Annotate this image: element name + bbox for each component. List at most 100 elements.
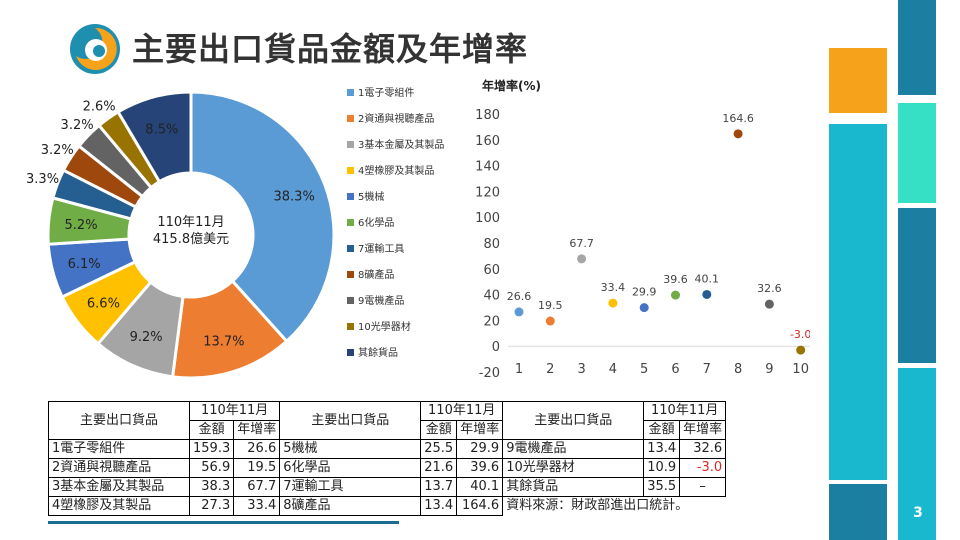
table-header-item-2: 主要出口貨品 xyxy=(279,401,422,440)
table-header-period-1: 110年11月 xyxy=(188,401,281,421)
scatter-y-tick: 180 xyxy=(475,108,500,123)
donut-value-label-3: 9.2% xyxy=(130,330,163,345)
deco-bar-teal-bottom xyxy=(829,484,887,540)
table-cell-name: 9電機產品 xyxy=(502,439,645,459)
donut-slice-1 xyxy=(189,90,336,344)
legend-label-9: 9電機產品 xyxy=(358,294,404,307)
legend-swatch-1 xyxy=(347,89,354,96)
donut-value-label-5: 6.1% xyxy=(68,257,101,272)
scatter-x-tick: 5 xyxy=(640,362,648,377)
donut-value-label-11: 8.5% xyxy=(145,122,178,137)
table-row: 1電子零組件 159.3 26.6 5機械 25.5 29.9 9電機產品 13… xyxy=(48,439,727,459)
deco-bar-cyan xyxy=(829,124,887,480)
legend-label-5: 5機械 xyxy=(358,190,384,203)
scatter-y-axis-label: 年增率(%) xyxy=(482,78,541,93)
table-cell-amount: 27.3 xyxy=(188,496,235,516)
scatter-point-6 xyxy=(671,290,680,300)
table-cell-amount: 21.6 xyxy=(420,458,458,478)
legend-swatch-2 xyxy=(347,115,354,122)
legend-swatch-10 xyxy=(347,323,354,330)
donut-value-label-7: 3.3% xyxy=(26,172,59,187)
table-header-amount-3: 金額 xyxy=(643,420,681,440)
donut-value-label-6: 5.2% xyxy=(65,218,98,233)
scatter-x-tick: 2 xyxy=(546,362,554,377)
logo-icon xyxy=(70,24,120,74)
legend-swatch-8 xyxy=(347,271,354,278)
scatter-y-tick: 20 xyxy=(483,314,500,329)
legend-label-2: 2資通與視聽產品 xyxy=(358,112,434,125)
table-cell-growth: 67.7 xyxy=(233,477,281,497)
table-cell-amount: 13.4 xyxy=(420,496,458,516)
scatter-x-tick: 6 xyxy=(671,362,679,377)
scatter-y-tick: 140 xyxy=(475,160,500,175)
scatter-point-label-5: 29.9 xyxy=(632,286,657,299)
table-cell-growth: 26.6 xyxy=(233,439,281,459)
table-header-amount-2: 金額 xyxy=(420,420,458,440)
table-cell-growth: – xyxy=(679,477,727,497)
scatter-point-8 xyxy=(733,129,743,139)
scatter-y-tick: 120 xyxy=(475,185,500,200)
table-header-item-1: 主要出口貨品 xyxy=(48,401,190,440)
donut-value-label-8: 3.2% xyxy=(41,143,74,158)
table-cell-amount: 25.5 xyxy=(420,439,458,459)
table-source-note: 資料來源：財政部進出口統計。 xyxy=(502,496,726,516)
table-cell-name: 2資通與視聽產品 xyxy=(48,458,190,478)
table-cell-growth: 32.6 xyxy=(679,439,727,459)
table-header-period-3: 110年11月 xyxy=(643,401,727,421)
scatter-point-3 xyxy=(577,254,587,264)
deco-bar-cyan-low xyxy=(898,368,936,540)
donut-value-label-4: 6.6% xyxy=(87,296,120,311)
donut-chart: 38.3% 13.7% 9.2% 6.6% 6.1% 5.2% 3.3% 3.2% 3.2% 2.… xyxy=(26,86,444,380)
donut-center-label-total: 415.8億美元 xyxy=(153,231,229,247)
table-cell-amount: 159.3 xyxy=(188,439,235,459)
scatter-y-tick: 60 xyxy=(483,263,500,278)
scatter-point-label-9: 32.6 xyxy=(757,282,782,295)
table-cell-growth: 40.1 xyxy=(456,477,504,497)
legend-swatch-11 xyxy=(347,349,354,356)
table-cell-growth-negative: -3.0 xyxy=(679,458,727,478)
table-cell-name: 5機械 xyxy=(279,439,422,459)
table-cell-amount: 38.3 xyxy=(188,477,235,497)
legend-label-4: 4塑橡膠及其製品 xyxy=(358,164,434,177)
scatter-x-tick: 7 xyxy=(703,362,711,377)
scatter-point-5 xyxy=(639,303,649,313)
table-cell-amount: 35.5 xyxy=(643,477,681,497)
scatter-y-tick: 40 xyxy=(483,289,500,304)
table-header-growth-3: 年增率 xyxy=(679,420,727,440)
table-cell-name: 1電子零組件 xyxy=(48,439,190,459)
scatter-point-1 xyxy=(514,307,524,317)
scatter-y-tick: 100 xyxy=(475,211,500,226)
legend-swatch-5 xyxy=(347,193,354,200)
donut-slice-11 xyxy=(116,90,193,184)
scatter-point-label-3: 67.7 xyxy=(569,237,594,250)
scatter-point-label-1: 26.6 xyxy=(507,290,532,303)
scatter-point-4 xyxy=(608,298,618,308)
table-cell-amount: 10.9 xyxy=(643,458,681,478)
table-cell-name: 其餘貨品 xyxy=(502,477,645,497)
table-cell-amount: 13.7 xyxy=(420,477,458,497)
donut-center-label-period: 110年11月 xyxy=(157,215,224,230)
scatter-x-tick: 4 xyxy=(609,362,617,377)
table-cell-growth: 39.6 xyxy=(456,458,504,478)
deco-bar-mint xyxy=(898,103,936,203)
legend-swatch-7 xyxy=(347,245,354,252)
table-cell-name: 8礦產品 xyxy=(279,496,422,516)
legend-label-6: 6化學品 xyxy=(358,216,394,229)
growth-scatter-chart: 年增率(%) -20 0 20 40 60 80 100 120 140 160 180 1 2 3 4 5… xyxy=(475,78,810,381)
table-cell-name: 10光學器材 xyxy=(502,458,645,478)
table-header-amount-1: 金額 xyxy=(188,420,235,440)
legend-label-1: 1電子零組件 xyxy=(358,86,414,99)
table-header-growth-2: 年增率 xyxy=(456,420,504,440)
table-row: 4塑橡膠及其製品 27.3 33.4 8礦產品 13.4 164.6 資料來源：… xyxy=(48,496,726,516)
scatter-x-tick: 8 xyxy=(734,362,742,377)
table-cell-amount: 13.4 xyxy=(643,439,681,459)
legend-label-3: 3基本金屬及其製品 xyxy=(358,138,444,151)
scatter-y-tick: -20 xyxy=(479,366,500,381)
deco-bar-orange xyxy=(829,48,887,113)
legend-label-10: 10光學器材 xyxy=(358,320,411,333)
table-underline xyxy=(48,521,399,524)
legend-label-7: 7運輸工具 xyxy=(358,242,404,255)
scatter-x-tick: 10 xyxy=(792,362,809,377)
scatter-y-tick: 80 xyxy=(483,237,500,252)
scatter-point-label-4: 33.4 xyxy=(601,281,626,294)
